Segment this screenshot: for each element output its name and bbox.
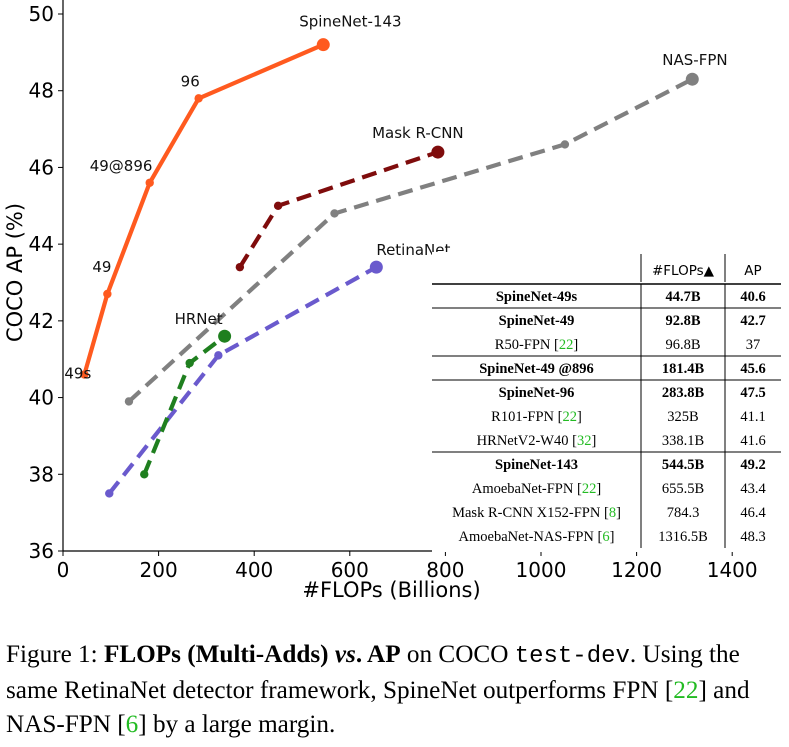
table-model-name: SpineNet-49 [499, 313, 575, 329]
point-label: 49 [92, 258, 111, 276]
y-tick-label: 46 [29, 155, 54, 179]
caption-text-1: on COCO [400, 641, 515, 668]
caption-bold-2: . AP [355, 641, 401, 668]
table-ap-value: 46.4 [740, 505, 766, 521]
data-point [431, 145, 445, 159]
caption-text-2: . Using the same RetinaNet detector fram… [6, 641, 740, 704]
table-ap-value: 43.4 [740, 481, 766, 497]
table-background [432, 252, 781, 552]
x-tick-label: 0 [57, 558, 70, 582]
table-flops-value: 784.3 [667, 505, 700, 521]
data-point [316, 38, 330, 52]
table-model-name: SpineNet-143 [495, 457, 578, 473]
caption-text-3: ] and NAS-FPN [ [6, 677, 750, 738]
table-header-flops: #FLOPs▲ [652, 263, 715, 279]
x-axis-title: #FLOPs (Billions) [302, 578, 480, 602]
point-label: 49@896 [90, 157, 153, 175]
table-flops-value: 338.1B [662, 433, 704, 449]
caption-ref-6[interactable]: 6 [125, 711, 139, 738]
table-ap-value: 41.6 [740, 433, 765, 449]
data-point [214, 351, 223, 360]
x-tick-label: 1400 [707, 558, 758, 582]
data-point [145, 178, 154, 187]
series-label: Mask R-CNN [372, 124, 464, 142]
y-tick-label: 40 [29, 386, 54, 410]
data-point [124, 397, 134, 406]
y-axis-title: COCO AP (%) [3, 203, 27, 342]
table-ap-value: 40.6 [740, 289, 765, 305]
flops-vs-ap-chart: 0 200 400 600 800 1000 1200 1400 36 38 40 42 44 46 48 5… [3, 0, 781, 602]
table-ap-value: 49.2 [740, 457, 765, 473]
x-tick-label: 200 [140, 558, 178, 582]
data-point [273, 201, 283, 210]
table-ap-value: 48.3 [740, 529, 765, 545]
point-label: SpineNet-143 [299, 13, 401, 31]
x-tick-label: 600 [331, 558, 369, 582]
data-point [218, 329, 232, 343]
caption-text-4: ] by a large margin. [138, 711, 336, 738]
data-point [80, 370, 89, 379]
data-point [685, 72, 699, 86]
series-label: RetinaNet [376, 241, 450, 259]
y-tick-label: 36 [29, 539, 54, 563]
table-model-name: AmoebaNet-FPN [22] [472, 481, 601, 497]
series-label: HRNet [175, 310, 223, 328]
table-model-name: HRNetV2-W40 [32] [477, 433, 597, 449]
table-flops-value: 544.5B [662, 457, 705, 473]
data-point [369, 260, 383, 274]
table-model-name: SpineNet-49 @896 [479, 361, 594, 377]
series-label: NAS-FPN [662, 51, 727, 69]
data-point [185, 358, 194, 368]
point-label: 49s [64, 365, 91, 383]
table-model-name: Mask R-CNN X152-FPN [8] [452, 505, 621, 521]
point-label: 96 [181, 72, 200, 90]
table-flops-value: 44.7B [665, 289, 700, 305]
y-tick-label: 50 [29, 2, 54, 26]
caption-ref-22[interactable]: 22 [673, 677, 699, 704]
data-point [194, 94, 203, 103]
table-flops-value: 181.4B [662, 361, 705, 377]
y-tick-label: 48 [29, 79, 54, 103]
table-header-ap: AP [744, 263, 761, 279]
table-ap-value: 37 [746, 337, 761, 353]
x-tick-label: 1200 [611, 558, 662, 582]
table-flops-value: 325B [667, 409, 698, 425]
x-tick-label: 1000 [516, 558, 567, 582]
table-flops-value: 283.8B [662, 385, 705, 401]
data-point [560, 140, 570, 149]
data-point [105, 489, 114, 498]
data-point [235, 262, 245, 272]
figure-caption: Figure 1: FLOPs (Multi-Adds) vs. AP on C… [6, 638, 786, 742]
table-ap-value: 45.6 [740, 361, 765, 377]
caption-prefix: Figure 1: [6, 641, 104, 668]
table-model-name: R50-FPN [22] [495, 337, 578, 353]
table-flops-value: 92.8B [665, 313, 700, 329]
table-ap-value: 41.1 [740, 409, 765, 425]
x-tick-label: 800 [426, 558, 464, 582]
table-ap-value: 47.5 [740, 385, 765, 401]
series-line-nas-fpn [127, 77, 694, 403]
y-tick-label: 38 [29, 462, 54, 486]
caption-vs: vs [334, 641, 356, 668]
caption-bold-1: FLOPs (Multi-Adds) [103, 641, 335, 668]
table-model-name: SpineNet-49s [496, 289, 578, 305]
table-model-name: R101-FPN [22] [491, 409, 582, 425]
data-point [330, 209, 339, 218]
table-model-name: AmoebaNet-NAS-FPN [6] [459, 529, 615, 545]
table-ap-value: 42.7 [740, 313, 765, 329]
data-point [103, 289, 112, 299]
x-tick-label: 400 [235, 558, 273, 582]
caption-mono: test-dev [514, 643, 630, 670]
table-flops-value: 1316.5B [658, 529, 708, 545]
series-line-hrnet [142, 334, 226, 476]
table-model-name: SpineNet-96 [499, 385, 575, 401]
data-point [140, 470, 149, 479]
table-flops-value: 96.8B [665, 337, 700, 353]
y-tick-label: 44 [29, 232, 54, 256]
table-flops-value: 655.5B [662, 481, 704, 497]
y-tick-label: 42 [29, 309, 54, 333]
